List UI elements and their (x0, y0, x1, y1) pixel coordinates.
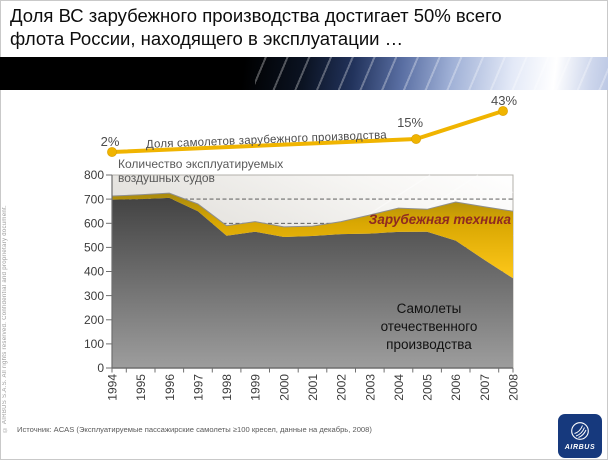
foreign-share-marker-43% (498, 106, 508, 116)
slide-title: Доля ВС зарубежного производства достига… (10, 4, 600, 50)
x-label-2005: 2005 (421, 374, 435, 401)
y-tick-label-300: 300 (84, 289, 104, 303)
foreign-share-marker-2% (107, 147, 117, 157)
foreign-share-line-label: Доля самолетов зарубежного производства (146, 129, 388, 151)
x-label-2007: 2007 (478, 374, 492, 401)
foreign-share-marker-15% (411, 134, 421, 144)
x-label-2001: 2001 (306, 374, 320, 401)
domestic-area-label-line1: Самолеты (397, 301, 462, 316)
foreign-share-value-15%: 15% (397, 115, 423, 130)
total-topline (111, 192, 514, 228)
domestic-area-label-line3: производства (386, 337, 472, 352)
x-label-2002: 2002 (335, 374, 349, 401)
y-tick-label-700: 700 (84, 192, 104, 206)
x-label-2004: 2004 (392, 374, 406, 401)
airbus-logo: AIRBUS (558, 414, 602, 458)
foreign-share-value-2%: 2% (101, 134, 120, 149)
domestic-area (112, 197, 513, 368)
copyright-note: © AIRBUS S.A.S. All rights reserved. Con… (2, 205, 8, 432)
foreign-area-label: Зарубежная техника (369, 212, 512, 227)
y-tick-label-100: 100 (84, 337, 104, 351)
x-label-2003: 2003 (363, 374, 377, 401)
airbus-logo-text: AIRBUS (564, 444, 596, 451)
y-tick-label-200: 200 (84, 313, 104, 327)
domestic-area-label-line2: отечественного (381, 319, 478, 334)
x-label-1996: 1996 (163, 374, 177, 401)
x-label-1998: 1998 (220, 374, 234, 401)
y-tick-label-600: 600 (84, 217, 104, 231)
foreign-share-value-43%: 43% (491, 93, 517, 108)
x-label-1999: 1999 (249, 374, 263, 401)
x-label-2000: 2000 (277, 374, 291, 401)
airbus-swirl-icon (571, 422, 589, 440)
y-tick-label-800: 800 (84, 168, 104, 182)
foreign-area (112, 193, 513, 279)
decorative-banner (0, 57, 608, 90)
x-label-2006: 2006 (449, 374, 463, 401)
chart-title-line2: воздушных судов (118, 171, 215, 185)
chart-title-line1: Количество эксплуатируемых (118, 157, 283, 171)
source-note: Источник: ACAS (Эксплуатируемые пассажир… (17, 425, 372, 434)
slide-title-line2: флота России, находящего в эксплуатации … (10, 28, 404, 49)
x-label-2008: 2008 (507, 374, 521, 401)
y-tick-label-0: 0 (97, 361, 104, 375)
x-label-1994: 1994 (106, 374, 120, 401)
slide-title-line1: Доля ВС зарубежного производства достига… (10, 5, 502, 26)
x-label-1995: 1995 (134, 374, 148, 401)
x-label-1997: 1997 (191, 374, 205, 401)
y-tick-label-400: 400 (84, 265, 104, 279)
y-tick-label-500: 500 (84, 241, 104, 255)
